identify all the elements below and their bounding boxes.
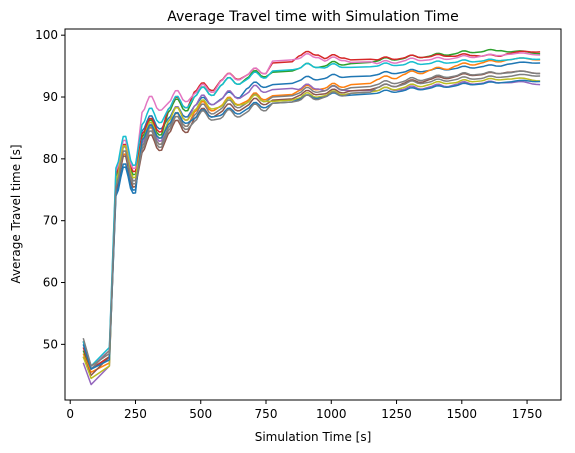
x-tick-label: 750	[255, 407, 278, 421]
axes-frame	[64, 28, 562, 401]
series-line	[82, 57, 541, 373]
x-axis: 0 250 500 750 1000 1250 1500 1750	[66, 400, 542, 421]
x-tick-label: 500	[189, 407, 212, 421]
x-tick-label: 0	[66, 407, 74, 421]
y-tick-label: 70	[43, 214, 58, 228]
x-axis-label: Simulation Time [s]	[255, 430, 372, 444]
plot-area	[82, 48, 541, 386]
y-tick-label: 50	[43, 337, 58, 351]
x-tick-label: 1250	[381, 407, 412, 421]
series-line	[82, 73, 541, 367]
y-tick-label: 100	[35, 28, 58, 42]
x-tick-label: 250	[124, 407, 147, 421]
series-line	[82, 57, 541, 367]
x-tick-label: 1000	[316, 407, 347, 421]
series-line	[82, 52, 541, 367]
series-line	[82, 61, 541, 370]
y-tick-label: 90	[43, 90, 58, 104]
series-line	[82, 50, 541, 370]
y-tick-label: 80	[43, 152, 58, 166]
series-line	[82, 70, 541, 377]
y-tick-label: 60	[43, 276, 58, 290]
series-line	[82, 79, 541, 370]
y-axis: 50 60 70 80 90 100	[35, 28, 65, 351]
series-line	[82, 77, 541, 380]
x-tick-label: 1750	[512, 407, 543, 421]
chart-title: Average Travel time with Simulation Time	[167, 9, 459, 25]
x-tick-label: 1500	[447, 407, 478, 421]
series-line	[82, 70, 541, 370]
y-axis-label: Average Travel time [s]	[9, 144, 23, 283]
